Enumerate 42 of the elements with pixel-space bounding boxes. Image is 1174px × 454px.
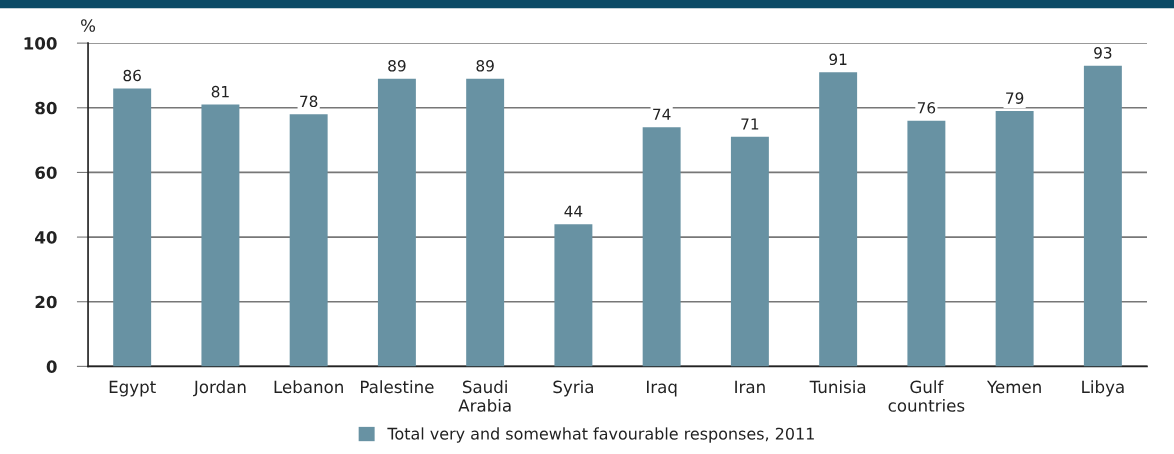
bar [289,114,328,367]
data-label: 76 [917,102,936,114]
x-tick-label: Gulf countries [888,380,965,412]
y-tick-label: 40 [35,231,57,244]
data-label: 93 [1094,47,1112,59]
data-label: 86 [123,69,141,82]
y-axis-title: % [81,19,96,32]
y-tick-label: 0 [46,360,57,373]
x-tick-label: Yemen [986,380,1041,394]
bar [466,78,505,367]
bar [642,127,681,367]
y-tick-label: 20 [35,295,57,309]
x-tick-label: Libya [1082,380,1124,397]
data-label: 81 [211,85,229,98]
x-tick-label: Lebanon [274,380,343,394]
x-tick-label: Iran [735,380,765,394]
data-label: 74 [653,108,671,120]
x-tick-label: Saudi Arabia [458,380,511,412]
bar [554,224,593,367]
bar [907,120,946,367]
y-tick-label: 100 [24,37,57,50]
data-label: 79 [1006,92,1024,104]
bar [201,104,240,367]
bar [1083,65,1122,367]
bar [377,78,416,367]
data-label: 44 [564,205,583,217]
data-label: 78 [300,95,318,108]
x-tick-label: Syria [553,380,593,397]
bar [113,88,152,367]
bar [819,72,858,367]
data-label: 91 [829,53,847,66]
x-tick-label: Palestine [361,380,434,394]
y-tick-label: 60 [35,166,57,179]
data-label: 89 [388,60,406,72]
y-tick-label: 80 [35,101,57,115]
data-label: 89 [476,60,494,72]
x-tick-label: Iraq [647,380,677,397]
x-tick-label: Tunisia [809,380,866,394]
data-label: 71 [741,118,759,130]
x-tick-label: Jordan [193,380,246,397]
x-tick-label: Egypt [109,380,156,397]
legend-label: Total very and somewhat favourable responses, 2011 [387,427,814,443]
